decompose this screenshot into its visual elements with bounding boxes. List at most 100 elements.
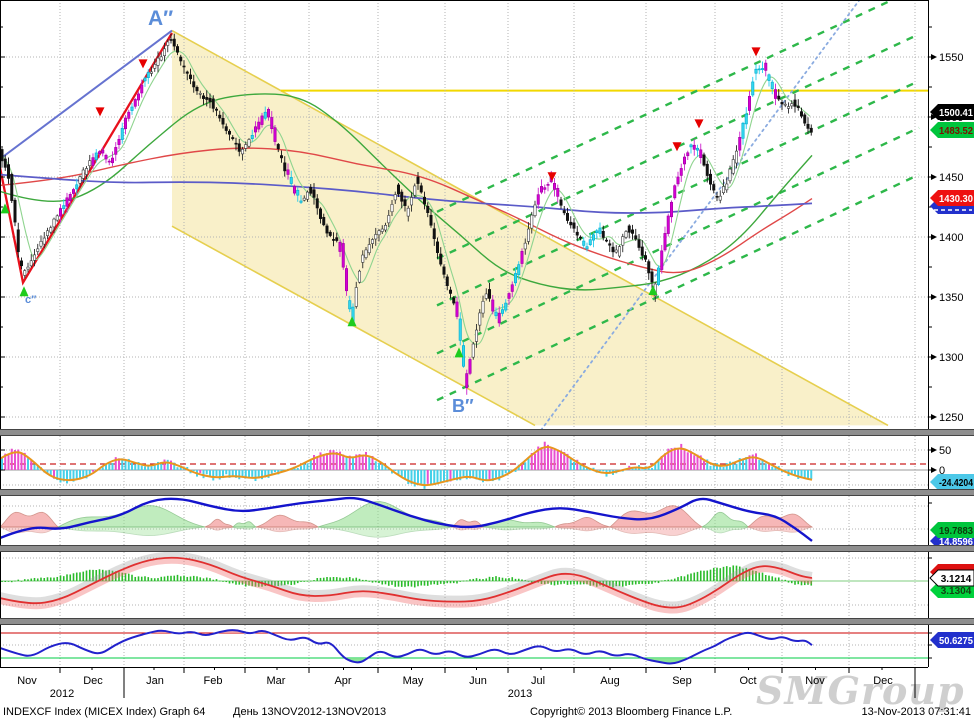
sell-arrow-icon [138, 59, 148, 69]
price-flag-p4-value: 50.6275 [930, 632, 974, 648]
price-flags: 1500.41 1483.52 1430.30 -24.4204 14.859619.7… [929, 104, 974, 648]
trade-markers [0, 47, 761, 358]
status-bar: INDEXCF Index (MICEX Index) Graph 64 Ден… [0, 703, 974, 723]
price-flag-last-ma-black: 1500.41 [930, 104, 974, 120]
month-label: Dec [873, 675, 893, 687]
panel-divider [0, 545, 974, 552]
svg-text:1500.41: 1500.41 [939, 108, 973, 119]
instrument-title: INDEXCF Index (MICEX Index) Graph 64 [3, 706, 206, 718]
indicator-panel-1 [0, 436, 928, 489]
tick-arrow-icon [931, 294, 937, 300]
month-label: Nov [17, 675, 37, 687]
watermark: SMGroup [756, 668, 965, 713]
watermark-group: SMGroup [756, 668, 965, 713]
month-label: Apr [334, 675, 351, 687]
sell-arrow-icon [751, 47, 761, 57]
tick-arrow-icon [931, 114, 937, 120]
sell-arrow-icon [672, 142, 682, 152]
panel3-red-line [0, 556, 813, 609]
month-label: Dec [83, 675, 103, 687]
panel-divider [0, 489, 974, 496]
month-label: Nov [805, 675, 825, 687]
time-axis: Nov Dec Jan Feb Mar Apr May Jun Jul Aug Sep Oct Nov D… [17, 667, 916, 700]
buy-arrow-icon [19, 286, 29, 297]
svg-text:1483.52: 1483.52 [939, 126, 973, 137]
sell-arrow-icon [694, 119, 704, 129]
wave-label: A″ [148, 7, 173, 30]
datetime-label: 13-Nov-2013 07:31:41 [861, 706, 971, 718]
panel2-blue-line [0, 496, 813, 542]
svg-text:1550: 1550 [939, 52, 963, 64]
indicator-panel-4 [0, 625, 928, 667]
tick-arrow-icon [931, 54, 937, 60]
sell-arrow-icon [95, 107, 105, 117]
indicator-panel-3 [0, 552, 928, 618]
period-label: День 13NOV2012-13NOV2013 [233, 706, 387, 718]
tick-arrow-icon [931, 354, 937, 360]
svg-text:1400: 1400 [939, 232, 963, 244]
month-label: Mar [267, 675, 286, 687]
price-flag-last-price: 1483.52 [930, 122, 974, 138]
month-label: Jul [531, 675, 545, 687]
main-gridlines [0, 0, 928, 429]
svg-text:1250: 1250 [939, 412, 963, 424]
panel4-rsi-line [0, 629, 813, 665]
svg-text:50: 50 [939, 445, 951, 457]
svg-text:1350: 1350 [939, 292, 963, 304]
buy-arrow-icon [347, 316, 357, 327]
buy-arrow-icon [648, 285, 658, 295]
tick-arrow-icon [931, 174, 937, 180]
blue-trendline [0, 29, 173, 160]
tick-arrow-icon [931, 414, 937, 420]
tick-arrow-icon [931, 234, 937, 240]
svg-text:19.7883: 19.7883 [939, 526, 973, 537]
buy-arrow-icon [0, 203, 10, 214]
red-zigzag-line [0, 32, 173, 286]
svg-text:14.8596: 14.8596 [939, 537, 973, 548]
svg-text:0: 0 [939, 465, 945, 477]
panel-dividers [0, 429, 974, 625]
panel-divider [0, 429, 974, 436]
price-flag-p2-green: 19.7883 [930, 522, 974, 538]
month-label: Oct [739, 675, 756, 687]
svg-text:50.6275: 50.6275 [939, 636, 973, 647]
svg-text:1450: 1450 [939, 172, 963, 184]
month-label: Feb [204, 675, 223, 687]
blue-dotted-trendline [540, 0, 860, 429]
svg-text:1430.30: 1430.30 [939, 194, 973, 205]
wave-labels: A″ B″ c″ [25, 7, 474, 416]
copyright-label: Copyright© 2013 Bloomberg Finance L.P. [530, 706, 733, 718]
month-label: May [403, 675, 424, 687]
buy-arrow-icon [454, 347, 464, 358]
panel1-histogram [1, 441, 813, 489]
month-label: Jun [469, 675, 487, 687]
month-label: Sep [672, 675, 692, 687]
panel1-orange-line [0, 446, 813, 487]
ma-blue [0, 173, 813, 214]
wave-label: B″ [452, 396, 474, 416]
month-label: Aug [600, 675, 620, 687]
svg-text:3.1304: 3.1304 [941, 586, 972, 597]
candlestick-series [0, 33, 813, 395]
year-label: 2013 [508, 688, 532, 700]
indicator-panel-2 [0, 496, 928, 545]
month-label: Jan [146, 675, 164, 687]
price-flag-ma-red-value: 1430.30 [930, 190, 974, 206]
ma-green-slow [0, 93, 813, 291]
main-price-panel: A″ B″ c″ [0, 0, 928, 429]
year-label: 2012 [50, 688, 74, 700]
price-flag-p1-value: -24.4204 [930, 474, 974, 490]
price-flag-p3-white: 3.1214 [929, 569, 974, 587]
svg-text:1300: 1300 [939, 352, 963, 364]
panel-divider [0, 618, 974, 625]
tick-arrow-icon [931, 447, 937, 453]
svg-text:3.1214: 3.1214 [941, 574, 972, 585]
sell-arrow-icon [547, 172, 557, 182]
panel2-clouds [0, 501, 814, 538]
wave-label: c″ [25, 294, 37, 306]
ma-red [0, 147, 813, 274]
svg-text:-24.4204: -24.4204 [939, 478, 973, 489]
tick-arrow-icon [931, 467, 937, 473]
